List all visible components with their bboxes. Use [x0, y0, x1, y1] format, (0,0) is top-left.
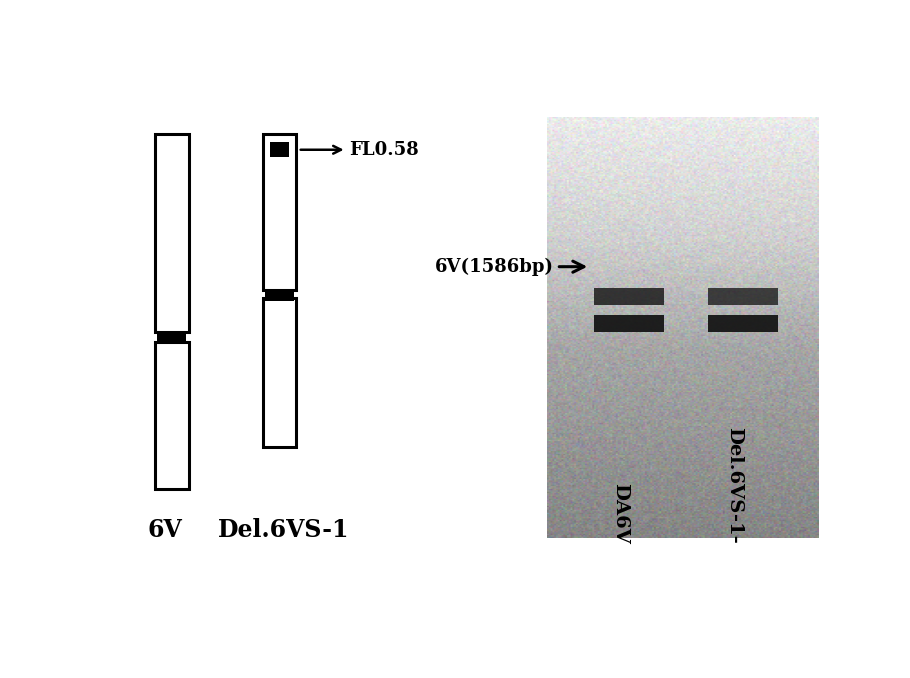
Text: Del.6VS-1: Del.6VS-1: [218, 519, 349, 542]
Text: FL0.58: FL0.58: [300, 141, 419, 159]
Bar: [708, 288, 778, 305]
Bar: [593, 315, 664, 332]
Text: Del.6VS-1-: Del.6VS-1-: [725, 426, 743, 543]
Bar: [155, 342, 188, 489]
Bar: [155, 134, 188, 332]
Bar: [708, 315, 778, 332]
Bar: [269, 142, 289, 157]
Text: 6V(1586bp): 6V(1586bp): [435, 258, 584, 276]
Bar: [263, 134, 297, 290]
Text: 6V: 6V: [147, 519, 182, 542]
Bar: [157, 332, 186, 343]
Text: DA6V: DA6V: [611, 483, 629, 543]
Bar: [263, 298, 297, 447]
Bar: [265, 290, 294, 301]
Bar: [593, 288, 664, 305]
